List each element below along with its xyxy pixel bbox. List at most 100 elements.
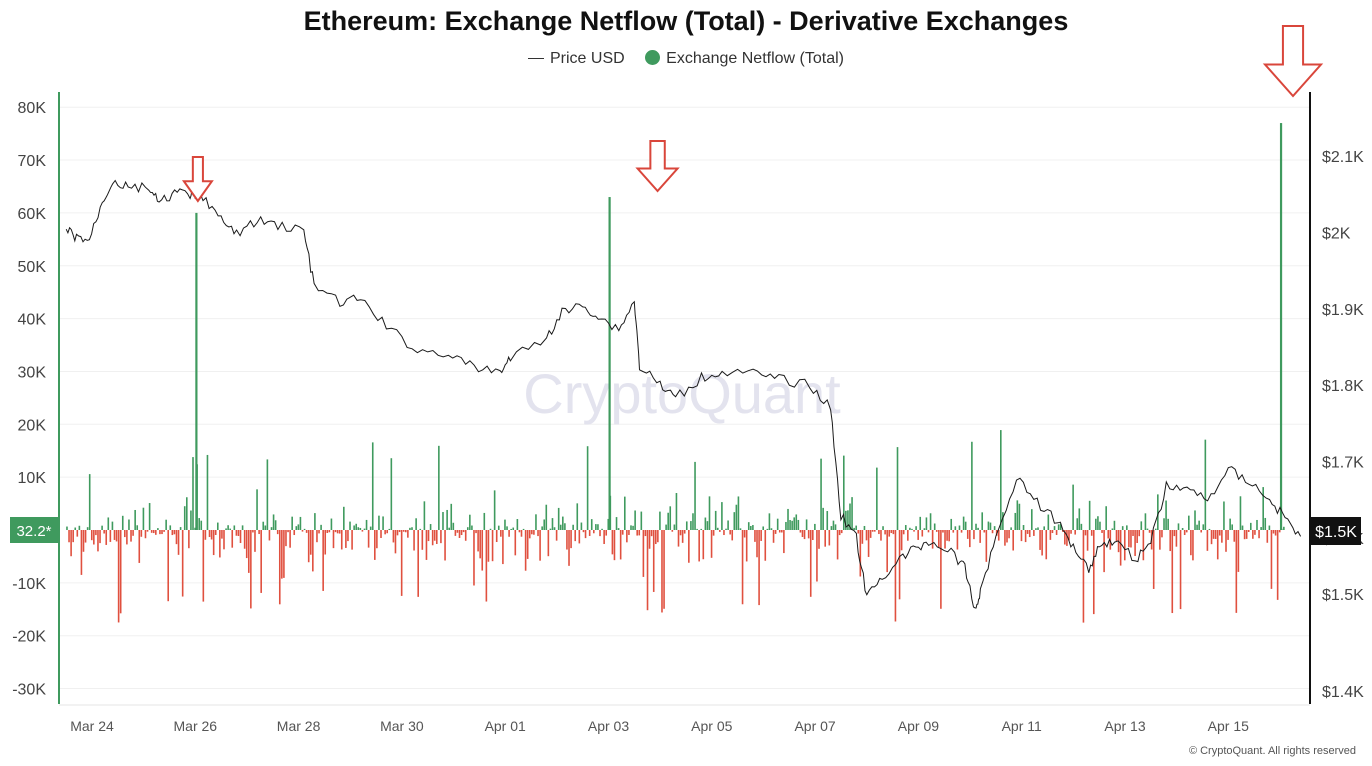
netflow-bar xyxy=(1018,503,1021,530)
netflow-bar xyxy=(438,445,440,530)
netflow-bar xyxy=(1068,530,1070,541)
netflow-bar xyxy=(452,522,455,530)
netflow-bar xyxy=(254,530,256,552)
netflow-bar xyxy=(1283,526,1285,530)
netflow-bar xyxy=(1090,530,1093,536)
netflow-bar xyxy=(1002,512,1004,530)
netflow-bar xyxy=(146,530,149,532)
netflow-bar xyxy=(101,525,103,530)
netflow-bar xyxy=(956,530,959,550)
netflow-bar xyxy=(593,530,595,534)
netflow-bar xyxy=(506,526,508,530)
netflow-bar xyxy=(869,530,872,538)
netflow-bar xyxy=(1095,518,1097,530)
netflow-bar xyxy=(791,520,793,530)
netflow-bar xyxy=(487,530,490,562)
netflow-bar xyxy=(987,521,990,530)
netflow-bar xyxy=(582,530,585,533)
netflow-bar xyxy=(562,516,564,530)
netflow-bar xyxy=(516,519,519,530)
x-tick-label: Mar 30 xyxy=(380,718,424,734)
netflow-bar xyxy=(762,526,765,530)
netflow-bar xyxy=(76,530,79,537)
netflow-bar xyxy=(1202,524,1205,530)
netflow-bar xyxy=(378,515,380,530)
netflow-bar xyxy=(1134,530,1136,556)
netflow-bar xyxy=(576,503,579,530)
netflow-bar xyxy=(1278,530,1281,533)
netflow-bar xyxy=(946,530,948,541)
netflow-bar xyxy=(677,530,680,547)
netflow-bar xyxy=(318,530,320,534)
netflow-bar xyxy=(708,496,711,530)
current-netflow-label: 32.2* xyxy=(16,523,51,540)
netflow-bar xyxy=(268,530,271,541)
netflow-bar xyxy=(683,530,686,534)
netflow-bar xyxy=(1177,523,1180,530)
netflow-bar xyxy=(1080,523,1083,530)
netflow-bar xyxy=(1014,512,1017,530)
down-arrow-outline-icon xyxy=(635,140,680,193)
netflow-bar xyxy=(590,519,593,530)
netflow-bar xyxy=(1121,526,1124,530)
netflow-bar xyxy=(557,507,560,530)
netflow-bar xyxy=(70,530,72,557)
netflow-bar xyxy=(884,530,886,535)
netflow-bar xyxy=(845,510,847,530)
netflow-bar xyxy=(642,530,645,577)
netflow-bar xyxy=(316,530,318,543)
netflow-bar xyxy=(421,530,424,550)
x-tick-label: Apr 05 xyxy=(691,718,732,734)
netflow-bar xyxy=(799,530,802,533)
netflow-bar xyxy=(770,528,773,530)
netflow-bar xyxy=(904,525,907,530)
netflow-bar xyxy=(991,530,994,534)
netflow-bar xyxy=(1188,515,1190,530)
netflow-bar xyxy=(86,527,89,530)
netflow-bar xyxy=(657,530,659,543)
netflow-bar xyxy=(667,512,669,530)
netflow-bar xyxy=(704,517,707,530)
netflow-bar xyxy=(626,530,628,543)
netflow-bar xyxy=(479,530,481,559)
netflow-bar xyxy=(169,525,172,530)
netflow-bar xyxy=(312,530,314,572)
netflow-bar xyxy=(615,517,618,530)
netflow-bar xyxy=(954,526,957,530)
netflow-bar xyxy=(212,530,215,556)
netflow-bar xyxy=(638,530,641,536)
netflow-bar xyxy=(495,530,498,543)
netflow-bar xyxy=(163,530,165,532)
netflow-bar xyxy=(745,530,748,562)
netflow-bar xyxy=(840,530,843,534)
netflow-bar xyxy=(353,525,355,530)
netflow-bar xyxy=(504,519,506,530)
netflow-bar xyxy=(706,521,709,530)
netflow-bar xyxy=(1000,430,1002,530)
netflow-bar xyxy=(793,517,796,530)
netflow-bar xyxy=(787,508,789,530)
netflow-bar xyxy=(673,524,676,530)
netflow-bar xyxy=(471,525,473,530)
netflow-bar xyxy=(1132,530,1134,536)
netflow-bar xyxy=(287,530,289,533)
netflow-bar xyxy=(818,530,820,549)
netflow-bar xyxy=(332,530,335,549)
x-tick-label: Apr 01 xyxy=(485,718,526,734)
netflow-bar xyxy=(1175,530,1178,547)
netflow-bar xyxy=(1148,530,1151,533)
netflow-bar xyxy=(952,530,955,533)
legend-item-price[interactable]: Price USD xyxy=(528,50,625,68)
netflow-bar xyxy=(402,530,405,532)
netflow-bar xyxy=(148,503,151,530)
netflow-bar xyxy=(1037,527,1039,530)
legend-item-netflow[interactable]: Exchange Netflow (Total) xyxy=(645,50,844,68)
netflow-bar xyxy=(797,519,800,530)
netflow-bar xyxy=(369,526,372,530)
netflow-bar xyxy=(553,527,556,530)
netflow-bar xyxy=(136,525,139,530)
netflow-bar xyxy=(847,510,849,530)
netflow-bar xyxy=(450,503,453,530)
netflow-bar xyxy=(1119,530,1122,566)
